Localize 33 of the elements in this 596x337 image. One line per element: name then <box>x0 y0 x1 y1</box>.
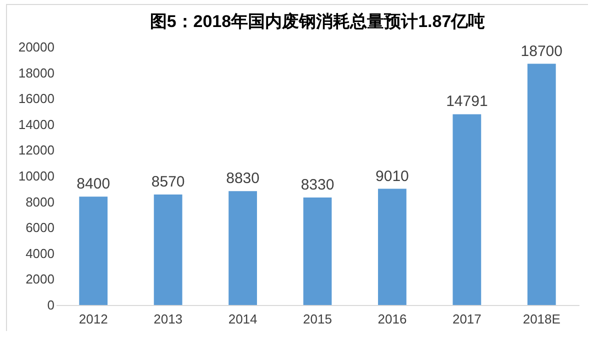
y-tick-label: 8000 <box>26 194 54 210</box>
y-tick-label: 14000 <box>18 116 54 132</box>
chart-title: 图5：2018年国内废钢消耗总量预计1.87亿吨 <box>150 12 486 31</box>
x-tick-label: 2018E <box>522 312 561 326</box>
bar <box>378 188 406 305</box>
y-tick-label: 4000 <box>26 246 54 261</box>
x-tick-label: 2014 <box>228 312 258 326</box>
data-label: 14791 <box>446 93 488 110</box>
bar <box>228 191 257 305</box>
bar <box>303 198 332 305</box>
x-tick-label: 2016 <box>378 312 407 326</box>
data-label: 8330 <box>300 176 334 194</box>
bar <box>452 114 482 305</box>
data-label: 9010 <box>376 168 409 185</box>
x-tick-label: 2017 <box>452 312 482 326</box>
y-tick-label: 0 <box>47 298 54 312</box>
data-label: 8570 <box>151 173 185 190</box>
bar <box>154 194 182 305</box>
y-tick-label: 6000 <box>26 220 54 236</box>
bar <box>527 64 556 305</box>
y-tick-label: 16000 <box>18 91 54 106</box>
x-tick-label: 2012 <box>78 312 108 326</box>
data-label: 18700 <box>520 42 562 60</box>
data-label: 8400 <box>76 176 110 193</box>
x-tick-label: 2015 <box>303 312 332 326</box>
y-tick-label: 12000 <box>18 142 54 158</box>
y-tick-label: 2000 <box>26 272 54 287</box>
y-tick-label: 10000 <box>18 168 54 184</box>
y-tick-label: 18000 <box>18 65 54 80</box>
bar <box>79 196 108 305</box>
x-tick-label: 2013 <box>154 312 183 326</box>
y-tick-label: 20000 <box>18 40 54 54</box>
data-label: 8830 <box>226 170 260 188</box>
